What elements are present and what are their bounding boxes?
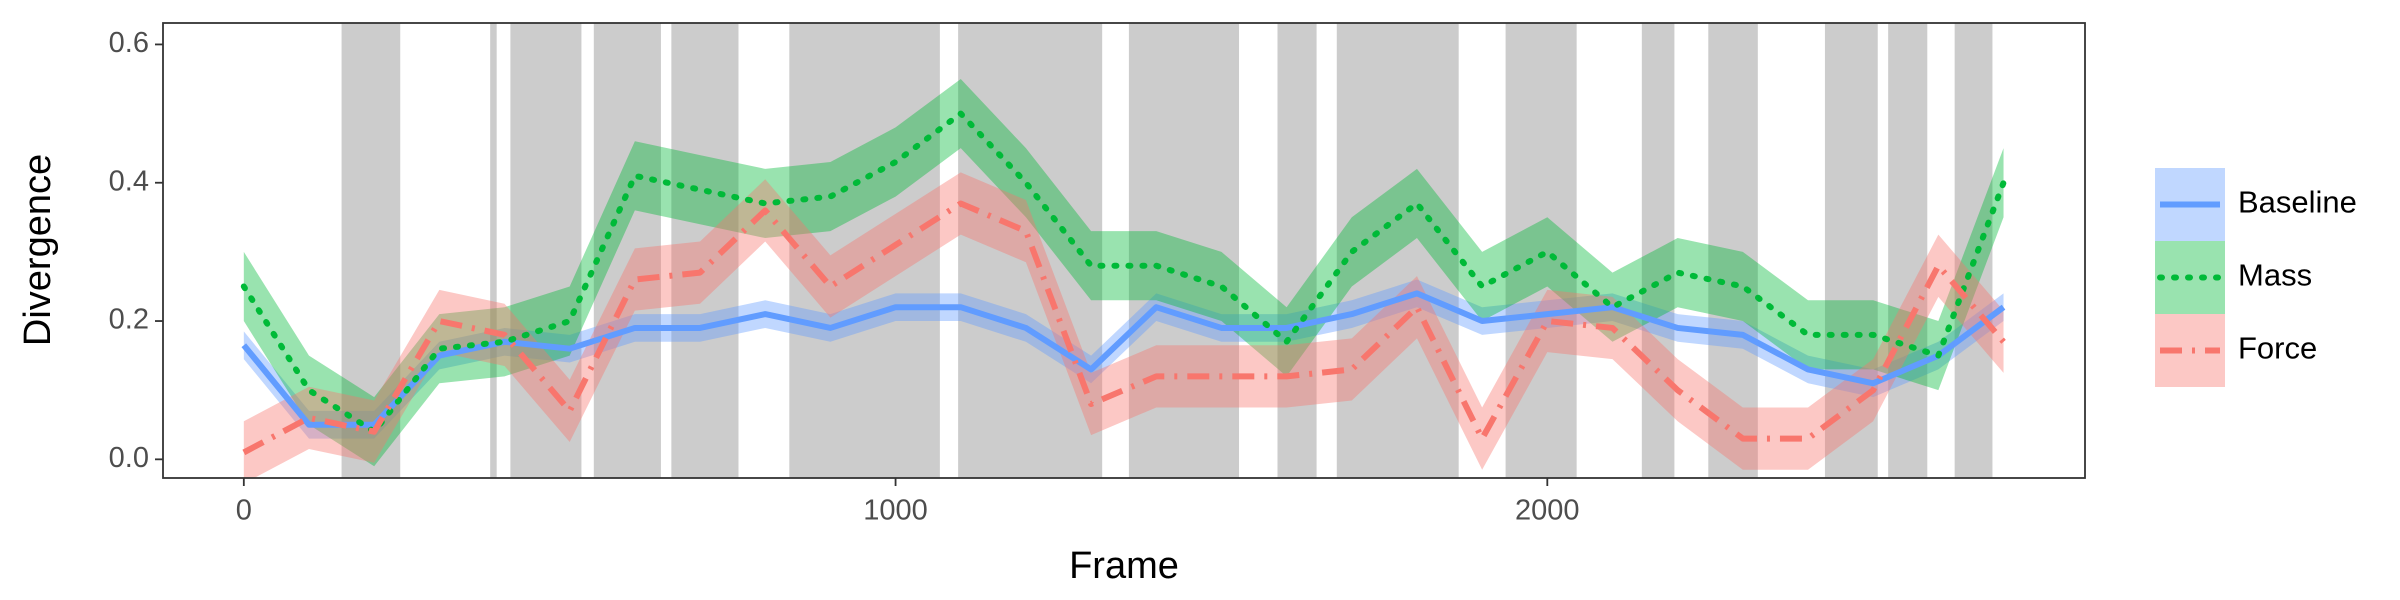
plot-border (162, 22, 2086, 479)
shaded-region (510, 23, 582, 478)
y-tick-label: 0.0 (109, 442, 149, 474)
legend-label: Baseline (2238, 185, 2357, 220)
series-line (242, 200, 2006, 456)
series-line (240, 110, 2007, 435)
x-tick-label: 1000 (863, 495, 928, 527)
x-axis-title: Frame (1069, 545, 1179, 587)
shaded-region (1128, 23, 1240, 478)
shaded-region (1954, 23, 1993, 478)
shaded-region (789, 23, 940, 478)
y-tick-label: 0.4 (109, 165, 149, 197)
shaded-region (1277, 23, 1317, 478)
confidence-ribbon (243, 79, 2004, 467)
legend-label: Mass (2238, 258, 2312, 293)
confidence-ribbon (243, 279, 2004, 439)
shaded-region (1888, 23, 1928, 478)
plot-area (240, 23, 2007, 478)
confidence-ribbon (243, 172, 2004, 478)
legend-label: Force (2238, 331, 2317, 366)
x-tick-label: 0 (236, 495, 252, 527)
shaded-region (1641, 23, 1675, 478)
y-tick-label: 0.6 (109, 27, 149, 59)
shaded-region (341, 23, 401, 478)
shaded-region (1505, 23, 1577, 478)
y-tick-label: 0.2 (109, 304, 149, 336)
x-tick-label: 2000 (1515, 495, 1580, 527)
y-axis-title: Divergence (17, 154, 59, 346)
shaded-region (1824, 23, 1878, 478)
shaded-region (490, 23, 497, 478)
shaded-region (593, 23, 661, 478)
shaded-region (1708, 23, 1758, 478)
series-line (241, 290, 2006, 428)
